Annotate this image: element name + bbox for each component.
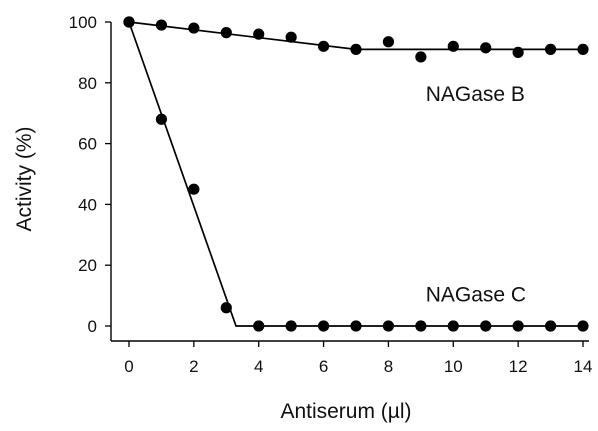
- data-point-series-1: [285, 320, 297, 332]
- data-point-series-0: [285, 31, 297, 43]
- data-point-series-1: [350, 320, 362, 332]
- x-axis: 0 2 4 6 8 10 12 14 Antiserum (µl): [111, 340, 592, 423]
- data-point-series-1: [577, 320, 589, 332]
- y-ticks: 0 20 40 60 80 100: [69, 13, 111, 336]
- x-tick-label: 10: [444, 357, 463, 376]
- data-point-series-1: [544, 320, 557, 332]
- data-points: [123, 16, 589, 332]
- data-point-series-0: [220, 27, 232, 39]
- y-tick-label: 0: [88, 317, 97, 336]
- data-point-series-1: [382, 320, 395, 332]
- data-point-series-0: [577, 43, 589, 55]
- data-point-series-0: [512, 46, 524, 59]
- y-tick-label: 60: [78, 135, 97, 154]
- data-point-series-0: [447, 40, 459, 52]
- data-point-series-0: [253, 28, 265, 40]
- fit-lines: [128, 21, 583, 327]
- data-point-series-1: [447, 320, 459, 332]
- data-point-series-1: [317, 320, 330, 332]
- data-point-series-1: [155, 113, 168, 125]
- y-tick-label: 40: [78, 195, 97, 214]
- x-tick-label: 12: [509, 357, 528, 376]
- x-axis-title: Antiserum (µl): [280, 400, 411, 423]
- data-point-series-0: [188, 22, 200, 34]
- x-ticks: 0 2 4 6 8 10 12 14: [124, 341, 592, 376]
- data-point-series-0: [544, 43, 557, 55]
- y-axis: 0 20 40 60 80 100 Activity (%): [13, 13, 112, 341]
- y-tick-label: 100: [69, 13, 97, 32]
- data-point-series-0: [350, 43, 362, 55]
- x-tick-label: 14: [574, 357, 593, 376]
- data-point-series-1: [188, 183, 200, 195]
- data-point-series-1: [220, 302, 232, 314]
- y-axis-title: Activity (%): [13, 127, 36, 232]
- x-tick-label: 6: [319, 357, 328, 376]
- x-tick-label: 4: [254, 357, 263, 376]
- data-point-series-0: [480, 42, 492, 54]
- data-point-series-1: [253, 320, 265, 332]
- y-tick-label: 80: [78, 74, 97, 93]
- data-point-series-1: [123, 16, 135, 28]
- data-point-series-0: [317, 40, 330, 52]
- y-tick-label: 20: [78, 256, 97, 275]
- data-point-series-0: [382, 36, 395, 48]
- data-point-series-1: [415, 320, 427, 332]
- x-tick-label: 8: [384, 357, 393, 376]
- fit-line-series-1: [128, 21, 583, 327]
- data-point-series-0: [415, 51, 427, 63]
- data-point-series-1: [512, 320, 524, 332]
- series-label-nagase-b: NAGase B: [426, 83, 525, 106]
- data-point-series-0: [155, 19, 168, 31]
- series-label-nagase-c: NAGase C: [426, 284, 526, 307]
- x-tick-label: 2: [189, 357, 198, 376]
- data-point-series-1: [480, 320, 492, 332]
- x-tick-label: 0: [124, 357, 133, 376]
